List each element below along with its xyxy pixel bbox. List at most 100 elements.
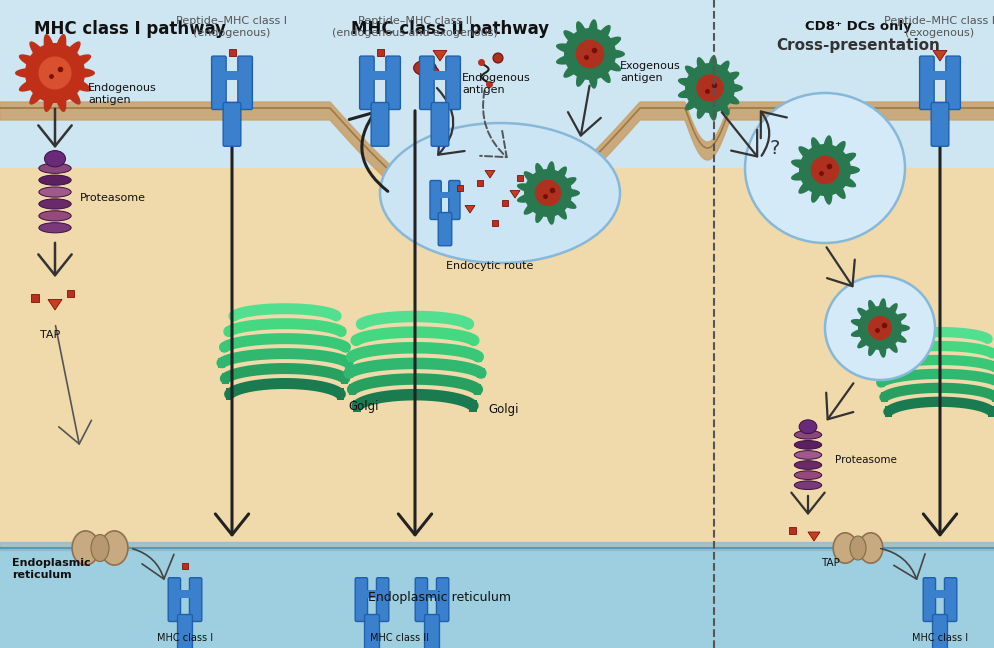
Bar xyxy=(353,400,361,411)
Bar xyxy=(469,400,476,411)
FancyBboxPatch shape xyxy=(430,102,448,146)
Bar xyxy=(456,185,462,191)
Ellipse shape xyxy=(849,536,865,560)
Bar xyxy=(885,406,891,417)
Text: ?: ? xyxy=(769,139,779,157)
Bar xyxy=(787,526,794,533)
FancyBboxPatch shape xyxy=(419,56,433,110)
Bar xyxy=(502,200,508,206)
Text: Proteasome: Proteasome xyxy=(80,193,146,203)
Bar xyxy=(341,373,348,384)
Polygon shape xyxy=(556,19,624,89)
Text: CD8⁺ DCs only: CD8⁺ DCs only xyxy=(804,20,911,33)
Bar xyxy=(225,327,232,336)
Polygon shape xyxy=(576,40,603,68)
Polygon shape xyxy=(516,161,580,225)
Bar xyxy=(229,49,236,56)
Ellipse shape xyxy=(793,441,821,449)
Text: MHC class I: MHC class I xyxy=(911,633,967,643)
Ellipse shape xyxy=(90,535,109,562)
Polygon shape xyxy=(807,532,819,541)
Text: Endogenous
antigen: Endogenous antigen xyxy=(461,73,530,95)
Text: Exogenous
antigen: Exogenous antigen xyxy=(619,61,680,82)
Text: MHC class II: MHC class II xyxy=(370,633,429,643)
Ellipse shape xyxy=(793,450,821,459)
Text: Cross-presentation: Cross-presentation xyxy=(775,38,939,53)
Bar xyxy=(0,0,994,228)
Bar xyxy=(877,378,884,387)
FancyBboxPatch shape xyxy=(945,56,959,110)
Polygon shape xyxy=(534,179,561,206)
FancyBboxPatch shape xyxy=(212,56,226,110)
FancyBboxPatch shape xyxy=(168,578,180,621)
Ellipse shape xyxy=(793,471,821,480)
Ellipse shape xyxy=(858,533,882,563)
Bar xyxy=(376,49,383,56)
Text: TAP: TAP xyxy=(40,330,61,340)
Ellipse shape xyxy=(39,223,72,233)
Bar xyxy=(889,335,895,342)
Polygon shape xyxy=(790,135,859,205)
Bar xyxy=(345,368,353,378)
Bar xyxy=(474,352,481,362)
FancyBboxPatch shape xyxy=(431,192,458,198)
Bar xyxy=(221,343,228,352)
FancyBboxPatch shape xyxy=(920,71,958,80)
Ellipse shape xyxy=(793,430,821,439)
Bar xyxy=(31,294,39,302)
Polygon shape xyxy=(39,56,72,89)
FancyBboxPatch shape xyxy=(359,56,374,110)
Polygon shape xyxy=(677,55,743,121)
Text: Endoplasmic
reticulum: Endoplasmic reticulum xyxy=(12,558,90,579)
FancyBboxPatch shape xyxy=(445,56,460,110)
Text: Golgi: Golgi xyxy=(487,403,518,416)
Bar xyxy=(332,312,339,320)
Text: Golgi: Golgi xyxy=(348,400,378,413)
Ellipse shape xyxy=(425,67,438,77)
FancyBboxPatch shape xyxy=(436,578,448,621)
Polygon shape xyxy=(696,75,723,102)
Bar xyxy=(992,364,994,372)
Bar xyxy=(337,388,344,400)
FancyBboxPatch shape xyxy=(922,578,934,621)
FancyBboxPatch shape xyxy=(930,102,948,146)
FancyBboxPatch shape xyxy=(386,56,400,110)
Ellipse shape xyxy=(380,123,619,263)
Bar xyxy=(491,220,498,226)
FancyBboxPatch shape xyxy=(923,590,954,597)
Bar xyxy=(344,358,351,368)
FancyBboxPatch shape xyxy=(371,102,389,146)
Bar xyxy=(469,336,477,345)
Polygon shape xyxy=(850,298,910,358)
FancyBboxPatch shape xyxy=(355,578,367,621)
Ellipse shape xyxy=(793,481,821,489)
Bar xyxy=(182,563,188,569)
Ellipse shape xyxy=(45,150,66,167)
Text: Endocytic route: Endocytic route xyxy=(446,261,533,271)
Bar xyxy=(517,175,523,181)
Polygon shape xyxy=(15,34,94,112)
FancyBboxPatch shape xyxy=(376,578,389,621)
Bar xyxy=(464,320,472,328)
FancyBboxPatch shape xyxy=(414,578,427,621)
Polygon shape xyxy=(810,156,839,184)
Bar xyxy=(342,343,349,352)
FancyBboxPatch shape xyxy=(223,102,241,146)
FancyBboxPatch shape xyxy=(213,71,250,80)
Bar xyxy=(983,335,990,342)
Polygon shape xyxy=(932,51,946,61)
Bar xyxy=(0,168,994,568)
Bar xyxy=(219,358,226,368)
FancyBboxPatch shape xyxy=(364,614,379,648)
Text: MHC class I: MHC class I xyxy=(157,633,213,643)
Polygon shape xyxy=(484,170,494,178)
Text: Peptide–MHC class I
(exogenous): Peptide–MHC class I (exogenous) xyxy=(884,16,994,38)
Text: Peptide–MHC class I
(endogenous): Peptide–MHC class I (endogenous) xyxy=(176,16,287,38)
Bar xyxy=(881,392,887,402)
Circle shape xyxy=(492,53,503,63)
FancyBboxPatch shape xyxy=(931,614,946,648)
Bar xyxy=(230,312,238,320)
FancyBboxPatch shape xyxy=(170,590,200,597)
Bar xyxy=(349,384,356,395)
Bar xyxy=(880,364,886,372)
